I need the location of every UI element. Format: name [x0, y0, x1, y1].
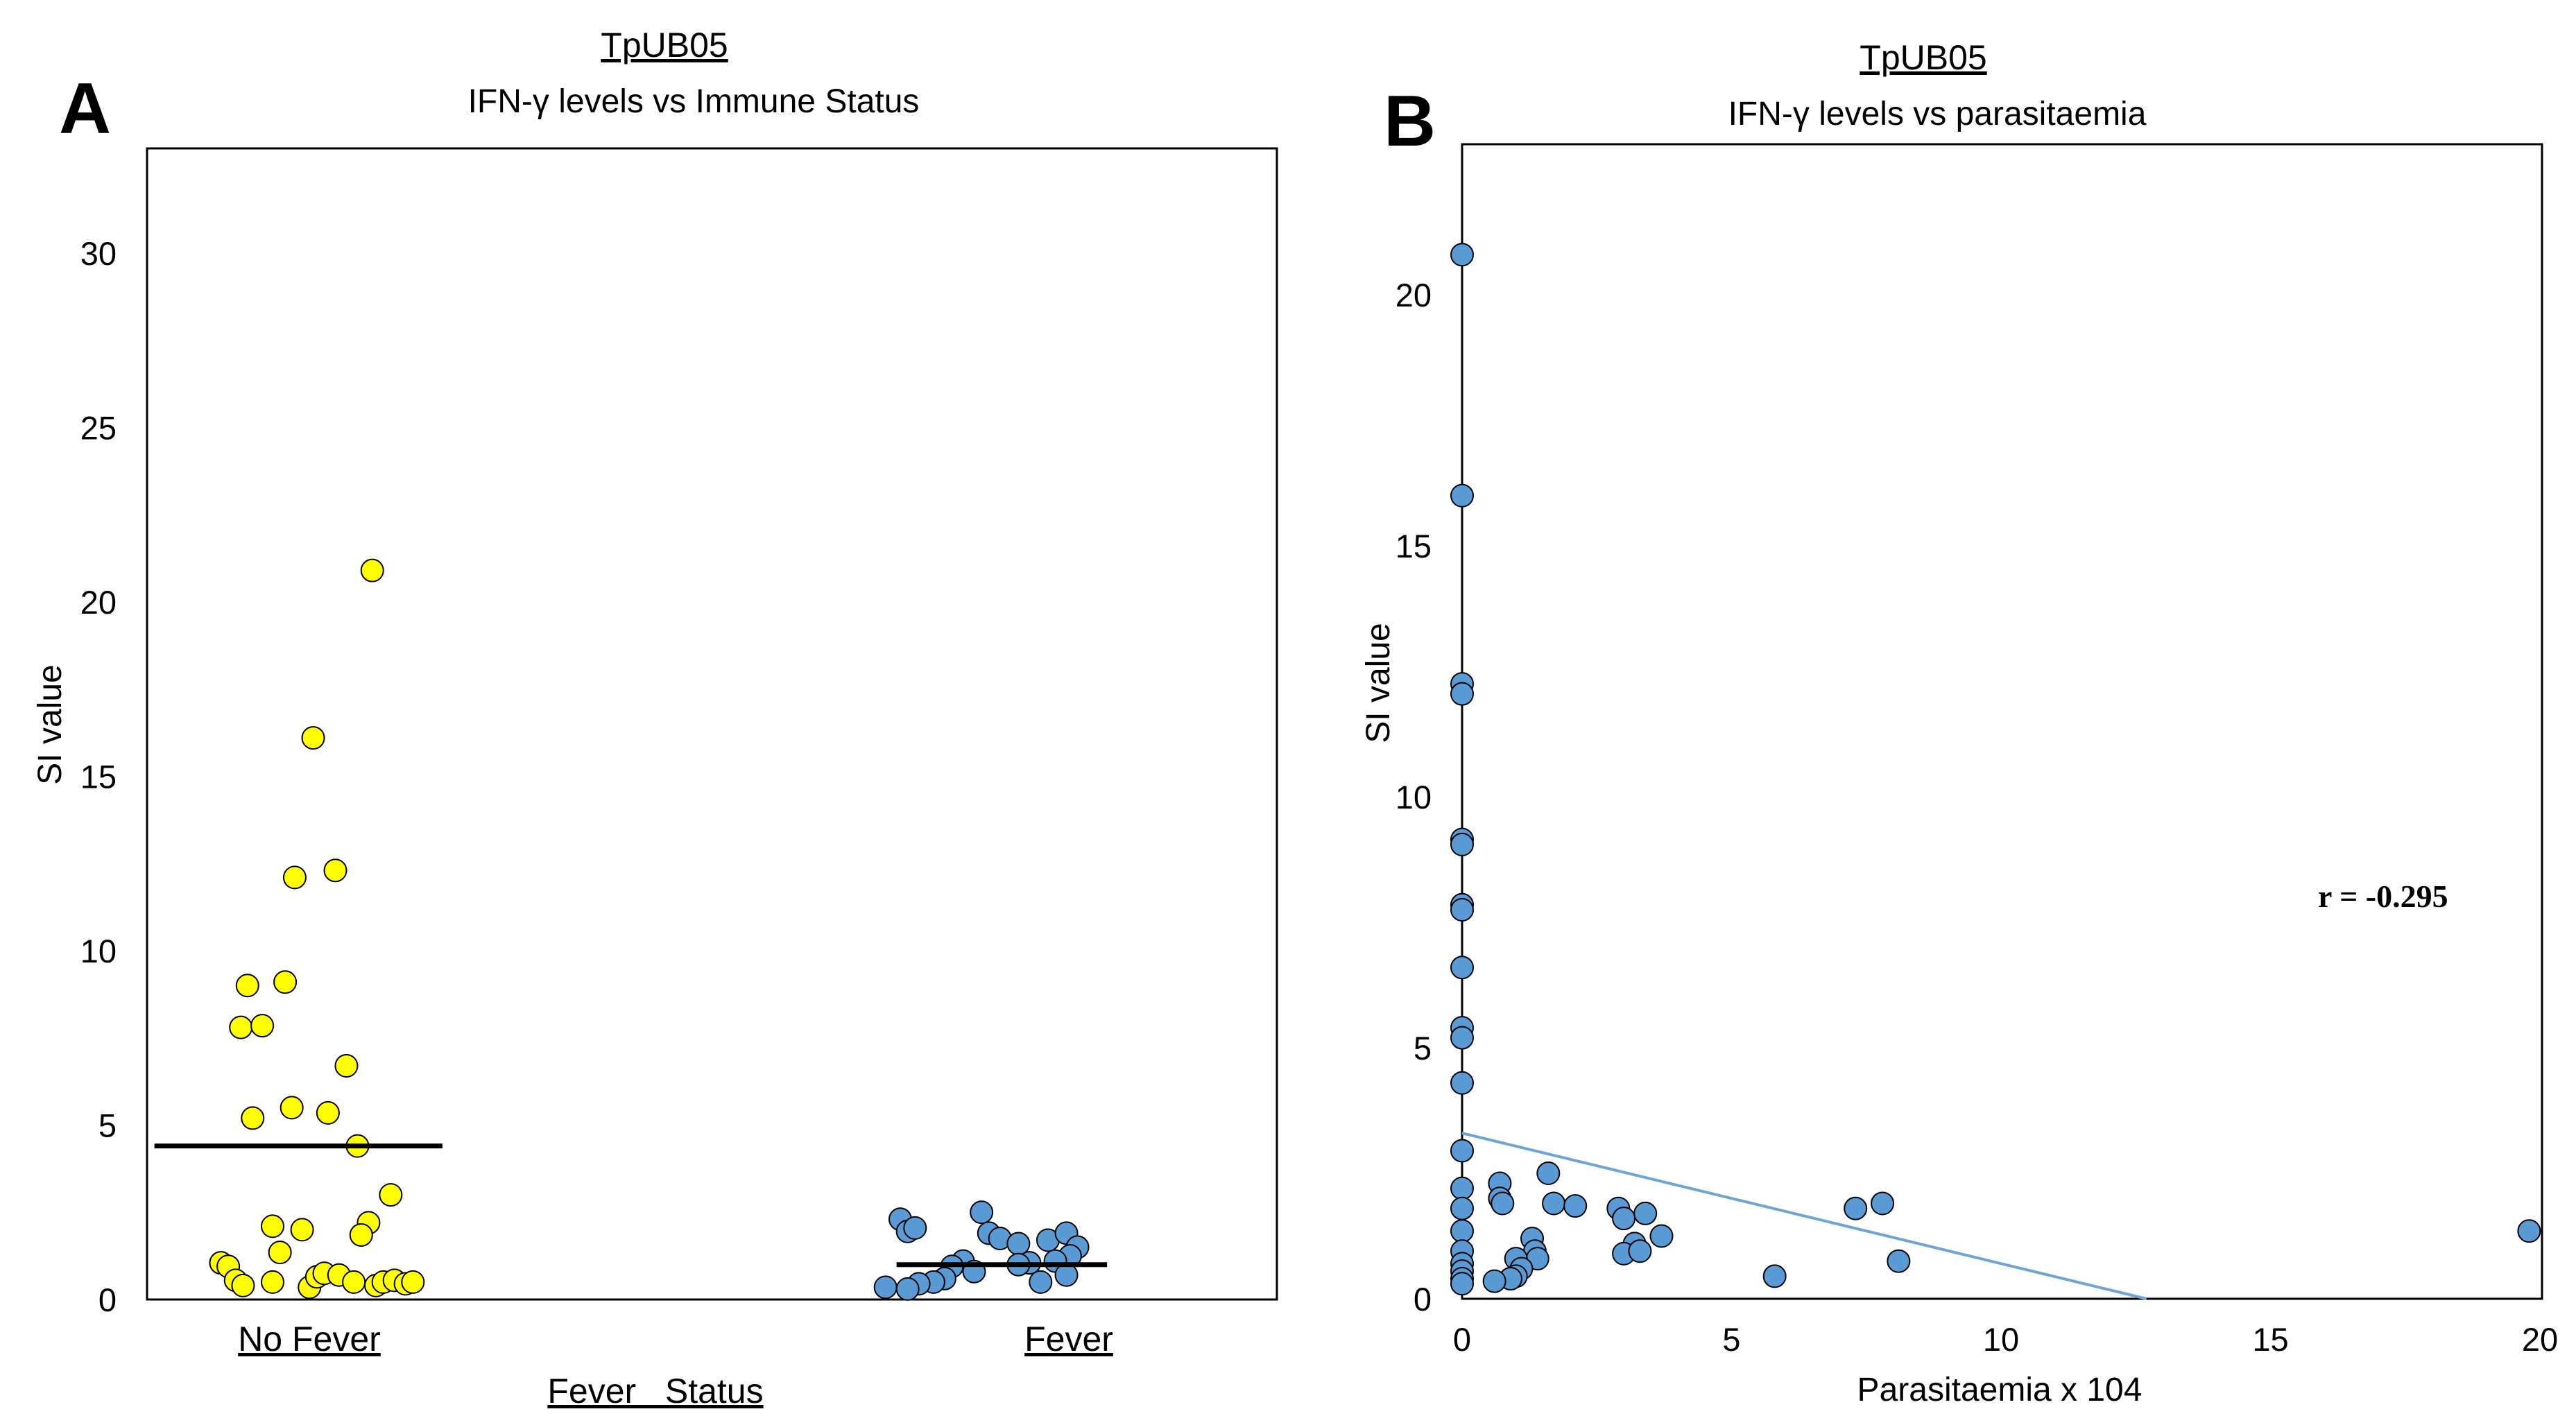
panel-a-point-no-fever [231, 1273, 255, 1297]
panel-b-subtitle: IFN-γ levels vs parasitaemia [1728, 96, 2147, 132]
panel-a-point-no-fever [360, 558, 384, 582]
panel-a-point-no-fever [349, 1223, 373, 1247]
panel-b-point [1450, 1026, 1474, 1050]
panel-a-y-tick-label: 15 [80, 758, 117, 795]
panel-a-x-axis-title: Fever Status [547, 1372, 763, 1410]
panel-a-point-no-fever [273, 970, 298, 994]
panel-b-point [1450, 682, 1474, 706]
panel-b-x-tick-label: 0 [1453, 1321, 1471, 1358]
panel-a-marks: 0 5 10 15 20 25 30 [80, 235, 1108, 1318]
panel-a-y-tick-label: 0 [98, 1281, 117, 1318]
panel-a-point-fever [1029, 1270, 1053, 1294]
panel-a-point-no-fever [334, 1053, 359, 1078]
panel-b-trend-line [1461, 1132, 2147, 1300]
panel-a-plot-frame [146, 147, 1278, 1301]
panel-b-point [1450, 1176, 1474, 1200]
panel-a-point-no-fever [301, 726, 325, 750]
panel-a-point-no-fever [235, 974, 259, 998]
panel-b-point [1628, 1239, 1652, 1263]
panel-b-point [1450, 897, 1474, 922]
panel-b-point [1649, 1224, 1674, 1248]
panel-a-y-tick-label: 30 [80, 235, 117, 272]
panel-a-point-no-fever [261, 1270, 284, 1294]
panel-b-point [1612, 1207, 1636, 1231]
panel-a-point-no-fever [323, 858, 347, 883]
panel-a-letter: A [59, 69, 111, 149]
panel-a-y-tick-label: 5 [98, 1107, 117, 1143]
panel-b-x-tick-label: 10 [1983, 1321, 2019, 1358]
panel-a-title: TpUB05 [601, 26, 728, 64]
panel-a-point-no-fever [241, 1106, 265, 1130]
panel-b-letter: B [1384, 81, 1436, 162]
panel-a-category-label-no-fever: No Fever [238, 1320, 381, 1358]
panel-b-x-tick-label: 5 [1722, 1321, 1740, 1358]
panel-a-y-tick-label: 20 [80, 584, 117, 621]
panel-b-point [1887, 1249, 1911, 1273]
panel-a-point-no-fever [261, 1214, 284, 1238]
panel-b-point [1450, 483, 1474, 508]
panel-b-point [2517, 1219, 2541, 1243]
panel-a-y-axis-title: SI value [32, 664, 69, 784]
panel-a-point-no-fever [268, 1241, 292, 1265]
panel-a-point-fever [873, 1275, 898, 1299]
panel-b-point [1844, 1196, 1868, 1220]
panel-b-point [1542, 1191, 1566, 1216]
panel-a-point-no-fever [342, 1270, 366, 1294]
panel-a-point-fever [895, 1277, 920, 1301]
panel-b-point [1762, 1264, 1787, 1288]
panel-a-point-no-fever [401, 1270, 425, 1294]
panel-a-point-no-fever [282, 865, 307, 890]
panel-b-y-axis-title: SI value [1360, 623, 1397, 743]
panel-a-point-no-fever [229, 1015, 253, 1039]
panel-a-category-label-fever: Fever [1024, 1320, 1113, 1358]
panel-a-point-no-fever [250, 1014, 275, 1038]
panel-a-point-fever [1006, 1232, 1031, 1256]
panel-b-point [1450, 1219, 1474, 1243]
panel-a-y-tick-label: 25 [80, 409, 117, 446]
panel-b-point [1633, 1201, 1658, 1225]
panel-b-y-tick-label: 15 [1396, 528, 1432, 564]
panel-b-point [1871, 1191, 1895, 1216]
panel-b-y-tick-label: 5 [1414, 1030, 1432, 1066]
panel-a-point-no-fever [316, 1100, 340, 1125]
panel-b-point [1450, 1272, 1474, 1296]
panel-a-point-no-fever [379, 1183, 403, 1207]
panel-b-point [1482, 1269, 1506, 1293]
panel-b-point [1450, 956, 1474, 980]
panel-b-point [1536, 1161, 1561, 1186]
panel-b-x-tick-label: 20 [2522, 1321, 2558, 1358]
panel-a-point-no-fever [280, 1096, 304, 1120]
panel-b-marks: 0 5 10 15 20 0 5 10 15 20 [1396, 243, 2558, 1358]
panel-b-point [1450, 1196, 1474, 1220]
panel-b-point [1450, 832, 1474, 856]
panel-a-point-fever [1054, 1263, 1079, 1287]
panel-a-y-tick-label: 10 [80, 933, 117, 969]
panel-b-correlation-annotation: r = -0.295 [2318, 879, 2448, 914]
panel-b-point [1450, 1071, 1474, 1095]
panel-b-point [1491, 1191, 1515, 1216]
panel-b-y-tick-label: 0 [1414, 1281, 1432, 1318]
panel-b-y-tick-label: 20 [1396, 277, 1432, 313]
panel-a-point-fever [970, 1200, 994, 1225]
panel-b-point [1450, 1139, 1474, 1163]
panel-b-x-tick-label: 15 [2252, 1321, 2288, 1358]
panel-b-title: TpUB05 [1860, 38, 1986, 77]
panel-a-point-fever [903, 1216, 927, 1240]
panel-a-subtitle: IFN-γ levels vs Immune Status [468, 83, 920, 120]
panel-b-plot-frame [1461, 143, 2543, 1300]
panel-b-y-tick-label: 10 [1396, 779, 1432, 815]
panel-b-x-axis-title: Parasitaemia x 104 [1857, 1372, 2143, 1408]
panel-b-point [1563, 1194, 1588, 1218]
panel-a-point-no-fever [290, 1218, 314, 1242]
panel-b-point [1450, 243, 1474, 267]
